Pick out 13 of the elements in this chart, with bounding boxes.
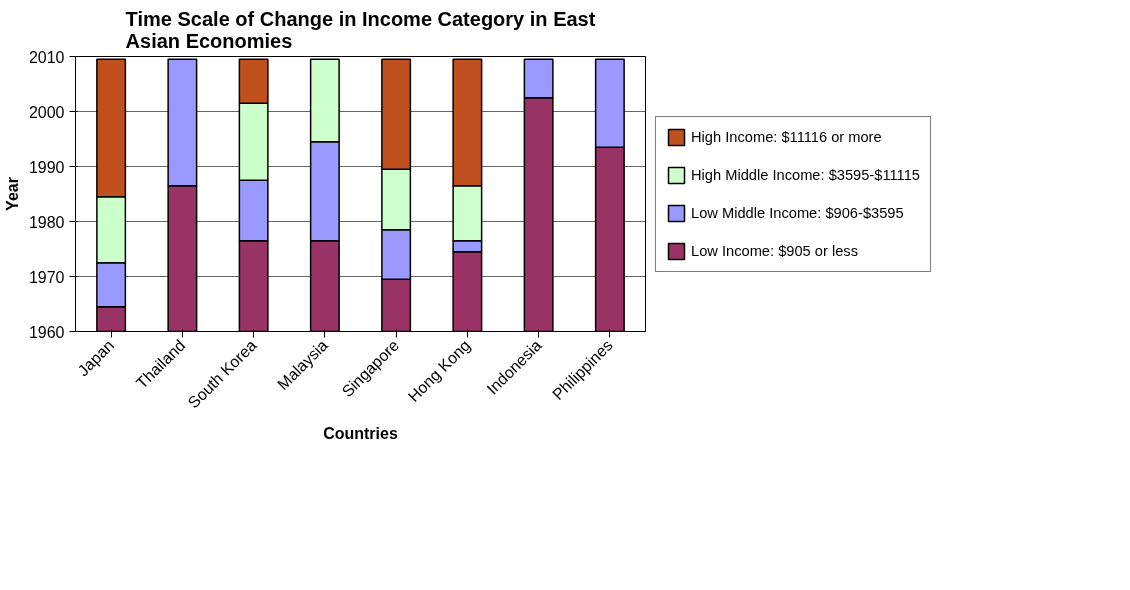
legend-label: Low Income: $905 or less (691, 242, 859, 259)
y-tick-label: 1970 (28, 268, 65, 286)
legend-label: Low Middle Income: $906-$3595 (691, 204, 904, 221)
y-tick-label: 1960 (28, 323, 65, 341)
y-tick-label: 2010 (28, 48, 65, 66)
y-tick-label: 2000 (28, 103, 65, 121)
x-axis-title: Countries (323, 425, 398, 443)
y-axis-title: Year (3, 177, 21, 211)
chart-title: Time Scale of Change in Income Category in East Asian Economies (125, 7, 596, 52)
y-tick-label: 1990 (28, 158, 65, 176)
legend-label: High Middle Income: $3595-$11115 (691, 166, 920, 183)
legend-label: High Income: $11116 or more (691, 128, 882, 145)
y-tick-label: 1980 (28, 213, 65, 231)
